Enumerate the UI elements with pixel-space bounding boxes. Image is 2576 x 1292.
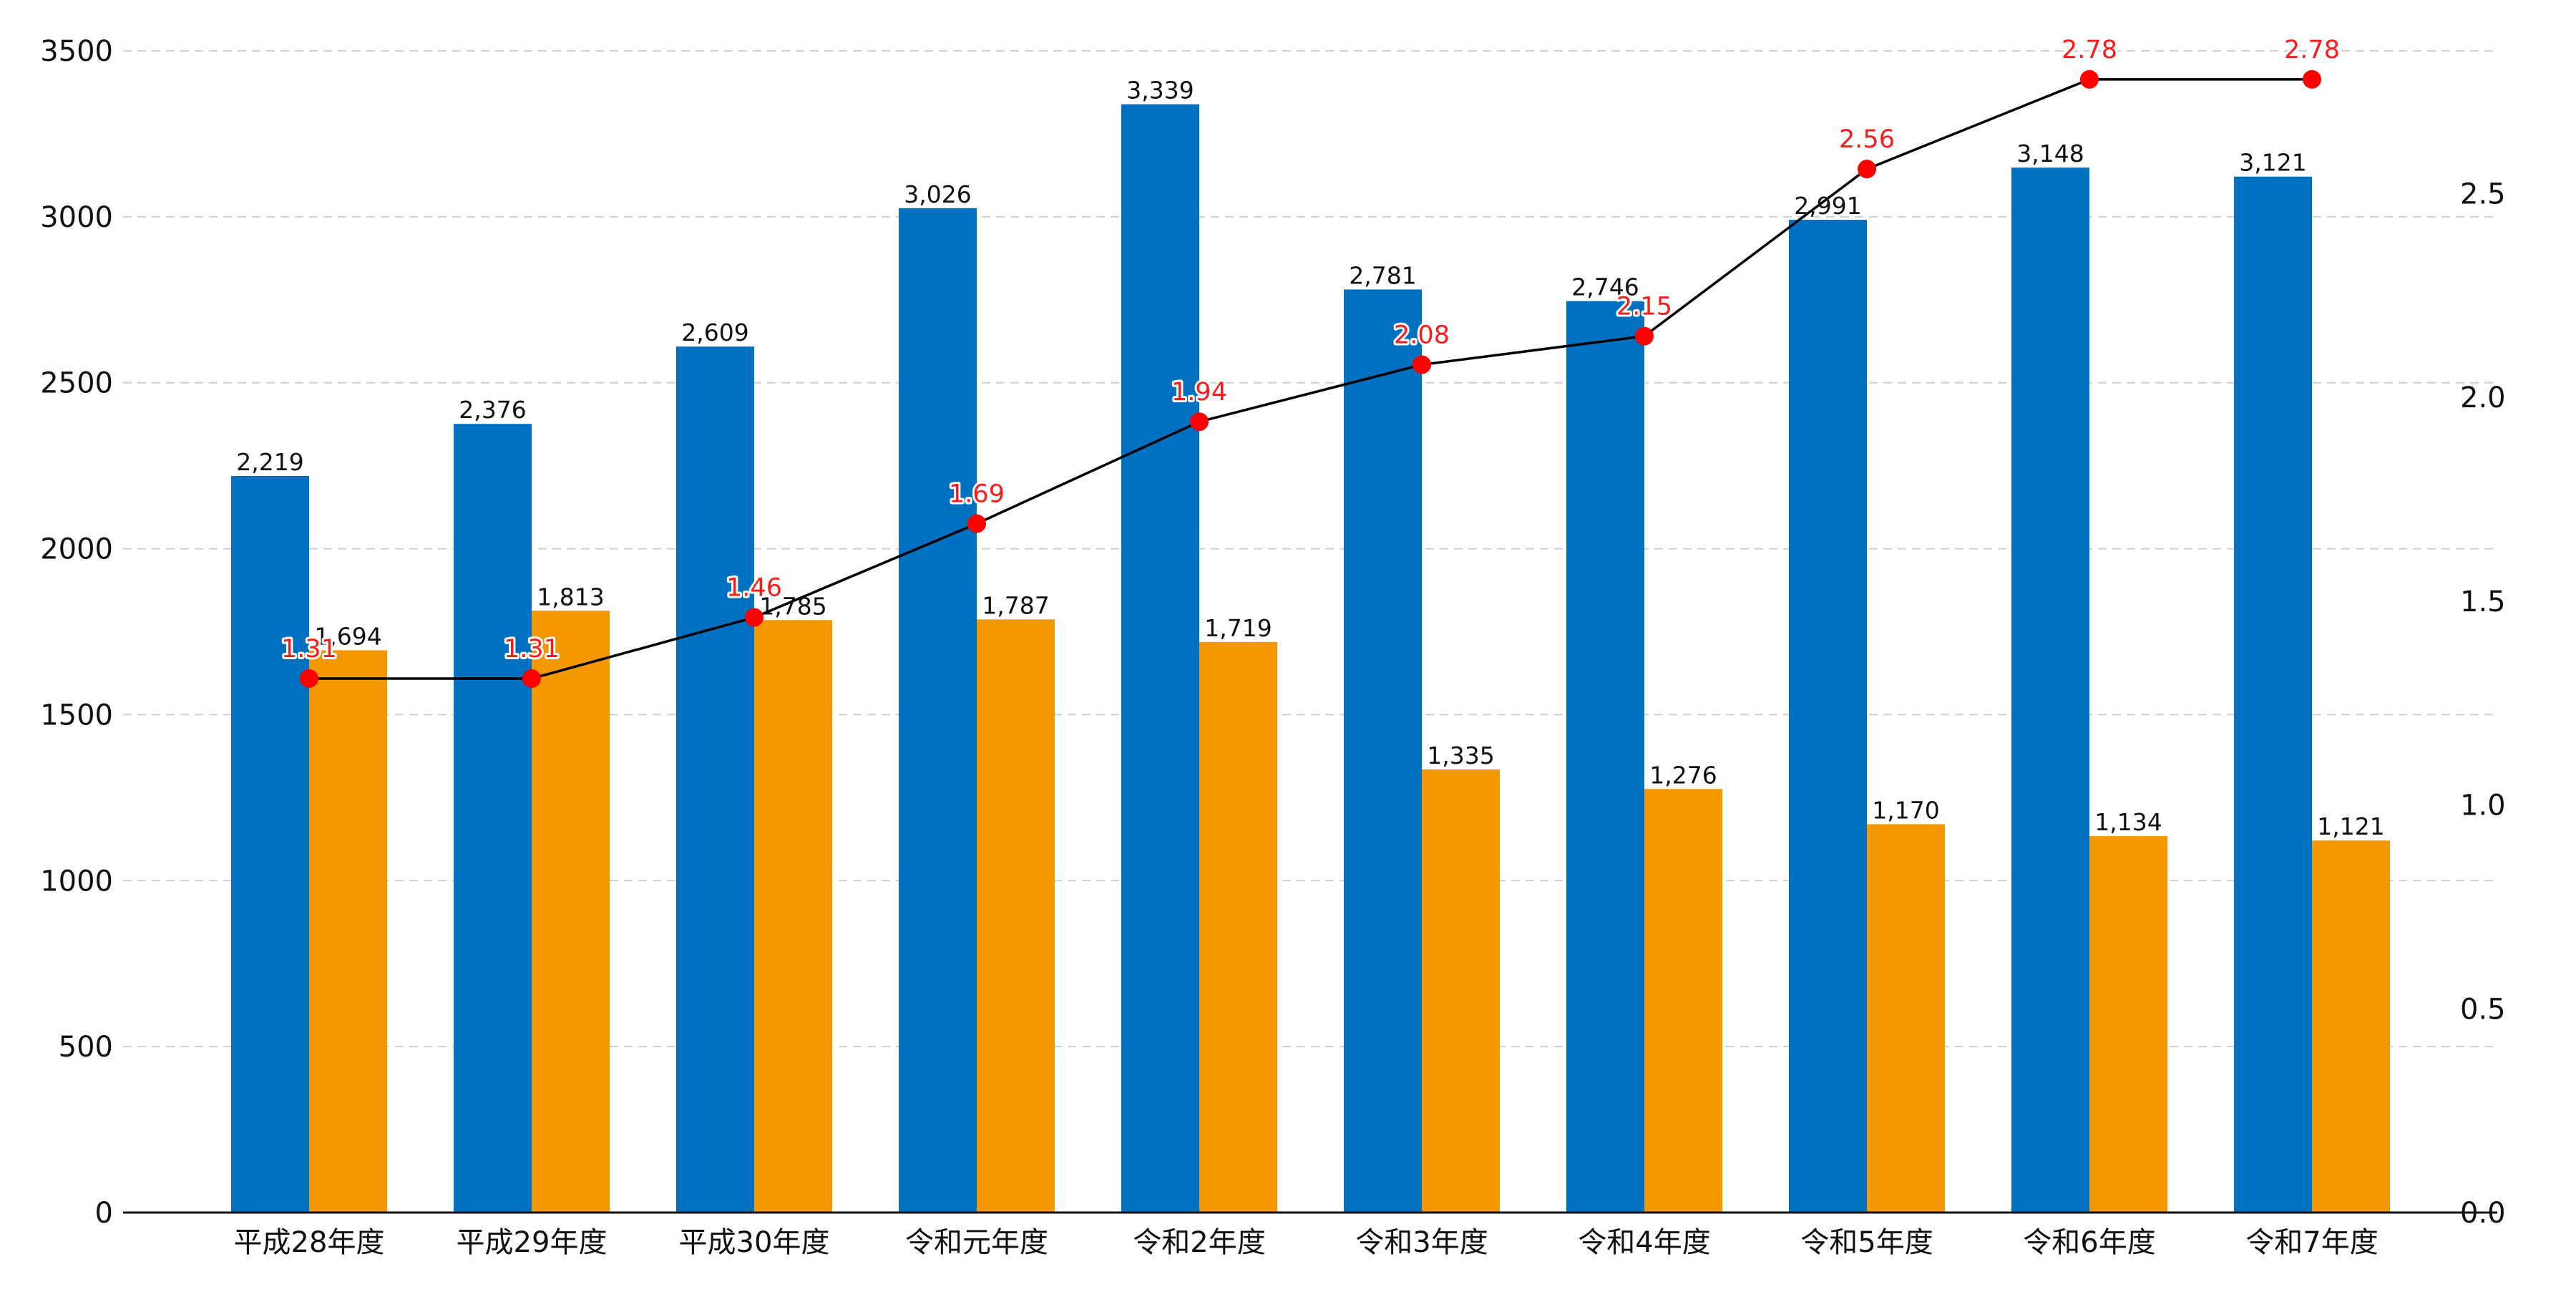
bar-primary	[231, 476, 309, 1213]
axes: 05001000150020002500300035000.00.51.01.5…	[40, 35, 2505, 1259]
ratio-point	[745, 608, 763, 627]
bar-secondary	[309, 650, 387, 1213]
x-category-label: 令和4年度	[1578, 1226, 1710, 1259]
y-left-tick-label: 2000	[40, 533, 113, 566]
y-right-tick-label: 2.5	[2460, 178, 2506, 210]
y-left-tick-label: 1500	[40, 699, 113, 732]
bar-secondary-value-label: 1,335	[1427, 742, 1494, 769]
bar-primary	[2011, 167, 2089, 1213]
bar-primary-value-label: 2,991	[1794, 192, 1861, 220]
ratio-line	[300, 69, 2321, 688]
ratio-value-label: 2.78	[2062, 36, 2117, 64]
x-category-label: 令和6年度	[2023, 1226, 2155, 1259]
x-category-label: 令和3年度	[1355, 1226, 1488, 1259]
bar-secondary	[1422, 769, 1500, 1213]
ratio-value-label: 2.08	[1394, 321, 1450, 349]
bar-secondary-value-label: 1,170	[1872, 796, 1939, 824]
ratio-line-path	[309, 78, 2312, 680]
y-left-tick-label: 3500	[40, 35, 113, 68]
y-right-tick-label: 2.0	[2460, 382, 2506, 414]
bar-primary-value-label: 2,219	[236, 448, 303, 476]
bar-primary	[676, 346, 754, 1213]
bar-secondary	[2312, 840, 2390, 1213]
ratio-value-label: 1.31	[281, 635, 337, 664]
bar-primary-value-label: 3,026	[904, 180, 971, 208]
ratio-point	[1635, 326, 1654, 346]
ratio-point	[2303, 69, 2321, 89]
ratio-point	[1413, 355, 1431, 374]
x-category-label: 平成29年度	[457, 1226, 608, 1259]
ratio-value-label: 1.46	[726, 574, 782, 603]
bar-secondary-value-label: 1,276	[1649, 761, 1717, 789]
bar-secondary-value-label: 1,787	[982, 591, 1049, 619]
x-category-label: 令和元年度	[905, 1226, 1048, 1259]
ratio-point	[522, 669, 541, 688]
bar-primary-value-label: 3,121	[2239, 149, 2306, 177]
bar-secondary-value-label: 1,785	[759, 592, 826, 620]
bar-primary	[1566, 301, 1644, 1213]
bar-primary-value-label: 2,781	[1349, 261, 1416, 289]
y-right-tick-label: 1.5	[2460, 586, 2506, 618]
ratio-value-label: 1.94	[1171, 378, 1227, 407]
ratio-point	[1858, 160, 1876, 179]
bar-primary	[454, 424, 532, 1213]
bar-primary	[899, 208, 977, 1213]
ratio-point	[967, 514, 986, 533]
y-right-tick-label: 1.0	[2460, 790, 2506, 822]
bar-secondary	[1199, 641, 1277, 1213]
ratio-point	[300, 669, 318, 688]
bar-secondary	[1644, 789, 1722, 1213]
y-left-tick-label: 2500	[40, 367, 113, 400]
ratio-value-label: 2.56	[1839, 125, 1895, 154]
bar-primary	[1121, 104, 1199, 1213]
ratio-point	[1190, 412, 1209, 432]
bar-secondary-value-label: 1,121	[2317, 812, 2384, 840]
ratio-value-label: 1.31	[504, 635, 560, 664]
y-left-tick-label: 1000	[40, 865, 113, 898]
ratio-value-label: 2.15	[1616, 293, 1672, 321]
bar-primary	[1789, 220, 1867, 1213]
bar-primary	[2234, 176, 2312, 1213]
bar-primary	[1344, 289, 1422, 1213]
data-labels: 2,219 1,694 2,376 1,813 2,609 1,785 3,026 1,787…	[236, 34, 2384, 840]
y-right-tick-label: 0.5	[2460, 993, 2506, 1026]
bar-primary-value-label: 2,376	[459, 396, 526, 424]
x-category-label: 平成28年度	[234, 1226, 385, 1259]
y-left-tick-label: 3000	[40, 201, 113, 234]
y-left-tick-label: 0	[95, 1197, 113, 1230]
x-category-label: 令和5年度	[1800, 1226, 1933, 1259]
bar-secondary	[754, 620, 832, 1213]
bar-secondary-value-label: 1,134	[2094, 808, 2162, 836]
bar-secondary-value-label: 1,813	[537, 583, 604, 611]
x-category-label: 令和2年度	[1133, 1226, 1265, 1259]
ratio-point	[2080, 69, 2099, 89]
bar-primary-value-label: 3,148	[2016, 140, 2084, 167]
bar-primary-value-label: 3,339	[1126, 77, 1194, 105]
bar-secondary	[1867, 824, 1945, 1213]
y-left-tick-label: 500	[59, 1031, 113, 1064]
bar-secondary-value-label: 1,719	[1204, 614, 1272, 642]
x-category-label: 平成30年度	[679, 1226, 830, 1259]
bar-secondary	[532, 611, 610, 1213]
ratio-value-label: 1.69	[949, 480, 1005, 509]
ratio-value-label: 2.78	[2284, 36, 2340, 64]
bar-secondary	[2089, 836, 2167, 1213]
bar-primary-value-label: 2,746	[1571, 273, 1639, 301]
bar-primary-value-label: 2,609	[681, 319, 748, 346]
bar-secondary	[977, 619, 1055, 1213]
x-category-label: 令和7年度	[2245, 1226, 2378, 1259]
bars	[231, 104, 2390, 1213]
bar-secondary-value-label: 1,694	[314, 622, 381, 650]
